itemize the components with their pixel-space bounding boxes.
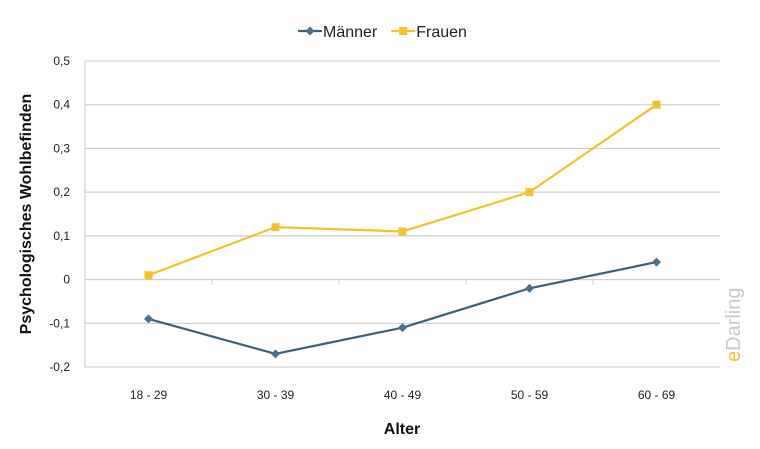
data-point-marker: [525, 283, 534, 293]
x-tick-label: 18 - 29: [130, 388, 168, 402]
x-tick-label: 40 - 49: [384, 388, 422, 402]
y-tick-label: 0,1: [53, 229, 70, 243]
x-tick-label: 30 - 39: [257, 388, 295, 402]
y-tick-labels: -0,2 -0,1 0 0,1 0,2 0,3 0,4 0,5: [49, 54, 70, 374]
y-tick-label: 0: [63, 273, 70, 287]
y-tick-label: 0,5: [53, 54, 70, 68]
data-point-marker: [271, 223, 280, 232]
x-tick-label: 60 - 69: [638, 388, 676, 402]
legend-label: Frauen: [416, 24, 467, 41]
y-tick-label: 0,4: [53, 98, 70, 112]
x-tick-label: 50 - 59: [511, 388, 549, 402]
series-lines: [144, 100, 661, 359]
data-point-marker: [271, 349, 280, 359]
data-point-marker: [144, 271, 153, 280]
series-line-männer: [148, 261, 657, 356]
data-point-marker: [398, 227, 407, 236]
y-tick-label: 0,3: [53, 141, 70, 155]
gridlines: [84, 60, 720, 368]
legend-marker: [399, 27, 408, 35]
data-point-marker: [652, 257, 661, 267]
y-axis-title: Psychologisches Wohlbefinden: [18, 94, 35, 335]
watermark-logo: eDarling: [723, 288, 745, 362]
data-point-marker: [652, 100, 661, 109]
legend: Männer Frauen: [298, 24, 467, 41]
data-point-marker: [525, 188, 534, 197]
series-line-frauen: [148, 103, 658, 277]
y-tick-label: -0,1: [49, 316, 70, 330]
legend-label: Männer: [323, 24, 378, 41]
data-point-marker: [144, 314, 153, 324]
y-tick-label: -0,2: [49, 360, 70, 374]
data-point-marker: [398, 323, 407, 333]
y-tick-label: 0,2: [53, 185, 70, 199]
x-axis-title: Alter: [384, 421, 420, 438]
legend-marker: [305, 26, 315, 36]
x-tick-labels: 18 - 29 30 - 39 40 - 49 50 - 59 60 - 69: [130, 388, 676, 402]
